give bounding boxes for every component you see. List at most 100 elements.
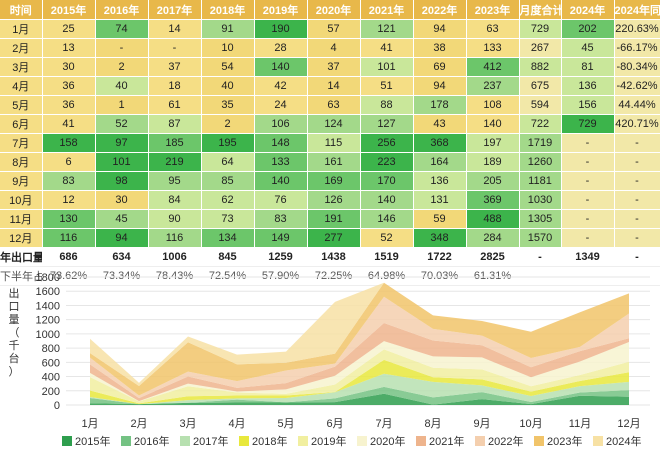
table-cell: - <box>519 247 562 267</box>
table-cell: 76 <box>254 190 308 210</box>
x-tick-label: 5月 <box>277 418 294 430</box>
column-header: 2024年同比 <box>614 0 660 20</box>
table-cell: 51 <box>360 76 414 96</box>
row-label: 7月 <box>0 133 43 153</box>
y-tick-label: 600 <box>42 357 60 369</box>
table-cell: 90 <box>148 209 202 229</box>
area-series <box>90 359 629 405</box>
table-cell: 2 <box>201 114 255 134</box>
x-tick-label: 10月 <box>519 418 542 430</box>
table-cell: 52 <box>360 228 414 248</box>
y-axis-label: 出口量（千台） <box>9 286 20 378</box>
x-tick-label: 1月 <box>81 418 98 430</box>
table-cell: -66.17% <box>614 38 660 58</box>
table-row: 2月 13- -10 28 4 41 38 133 267 45 -66.17% <box>0 38 660 58</box>
x-tick-label: 3月 <box>179 418 196 430</box>
legend-label: 2016年 <box>134 434 169 448</box>
legend-label: 2017年 <box>193 434 228 448</box>
table-cell: 14 <box>148 19 202 39</box>
x-tick-label: 7月 <box>375 418 392 430</box>
x-axis-ticks: 1月 2月 3月 4月 5月 6月 7月 8月 9月 10月 11月 12月 <box>81 418 640 430</box>
column-header: 时间 <box>0 0 43 20</box>
table-cell: - <box>614 152 660 172</box>
export-data-table: 时间 2015年 2016年 2017年 2018年 2019年 2020年 2021年 202… <box>0 0 660 286</box>
table-cell: 256 <box>360 133 414 153</box>
table-cell: 101 <box>360 57 414 77</box>
total-row: 年出口量 686 634 1006 845 1259 1438 1519 1722 2825-13… <box>0 247 660 267</box>
table-cell: 72.54% <box>201 266 255 286</box>
table-cell: 30 <box>42 57 96 77</box>
column-header: 2015年 <box>42 0 96 20</box>
table-cell: 140 <box>254 57 308 77</box>
table-cell: 73.62% <box>42 266 96 286</box>
table-row: 12月 116 94 116 134 149 277 52 348 284 1570- - <box>0 228 660 248</box>
table-cell: - <box>614 209 660 229</box>
table-cell: 140 <box>254 171 308 191</box>
table-row: 4月 36 40 18 40 42 14 51 94 237 675 136 -42.62% <box>0 76 660 96</box>
table-row: 3月 30 2 37 54 140 37 101 69 412 882 81 -80.34% <box>0 57 660 77</box>
table-row: 7月 158 97 185 195 148 115 256 368 197 1719- - <box>0 133 660 153</box>
area-series <box>90 393 629 405</box>
y-label-char: 千 <box>9 339 20 352</box>
y-tick-label: 400 <box>42 372 60 384</box>
y-label-char: 量 <box>9 313 20 326</box>
y-tick-label: 1800 <box>36 272 60 284</box>
table-cell: 78.43% <box>148 266 202 286</box>
table-cell: 83 <box>42 171 96 191</box>
table-cell: 594 <box>519 95 562 115</box>
table-cell: 40 <box>201 76 255 96</box>
table-row: 9月 83 98 95 85 140 169 170 136 205 1181- - <box>0 171 660 191</box>
table-cell: - <box>614 171 660 191</box>
table-cell: 722 <box>519 114 562 134</box>
legend-swatch <box>239 436 249 446</box>
row-label: 1月 <box>0 19 43 39</box>
table-cell: 133 <box>466 38 520 58</box>
table-cell: - <box>614 228 660 248</box>
table-cell: 45 <box>95 209 149 229</box>
table-cell: 267 <box>519 38 562 58</box>
table-cell: 61.31% <box>466 266 520 286</box>
column-header: 月度合计 <box>519 0 562 20</box>
y-tick-label: 1200 <box>36 315 60 327</box>
column-header: 2024年 <box>561 0 615 20</box>
table-cell: 14 <box>307 76 361 96</box>
table-cell: 219 <box>148 152 202 172</box>
table-cell: 64.98% <box>360 266 414 286</box>
table-row: 10月 12 30 84 62 76 126 140 131 369 1030- - <box>0 190 660 210</box>
area-series <box>90 282 629 387</box>
table-cell: 116 <box>148 228 202 248</box>
table-cell: 115 <box>307 133 361 153</box>
table-cell: 64 <box>201 152 255 172</box>
table-cell: 2825 <box>466 247 520 267</box>
table-cell: 35 <box>201 95 255 115</box>
table-cell: 420.71% <box>614 114 660 134</box>
table-cell: 84 <box>148 190 202 210</box>
table-cell: - <box>561 133 615 153</box>
table-cell: 169 <box>307 171 361 191</box>
x-tick-label: 9月 <box>473 418 490 430</box>
table-cell: 686 <box>42 247 96 267</box>
table-cell: 1519 <box>360 247 414 267</box>
area-series <box>90 373 629 405</box>
legend-label: 2022年 <box>488 434 523 448</box>
table-cell: 69 <box>413 57 467 77</box>
y-tick-label: 200 <box>42 386 60 398</box>
table-cell: 73.34% <box>95 266 149 286</box>
table-cell: - <box>561 152 615 172</box>
table-cell: 87 <box>148 114 202 134</box>
legend-swatch <box>357 436 367 446</box>
table-cell: 1260 <box>519 152 562 172</box>
table-row: 5月 36 1 61 35 24 63 88 178 108 594 156 44.44% <box>0 95 660 115</box>
row-label: 3月 <box>0 57 43 77</box>
table-cell: 121 <box>360 19 414 39</box>
table-cell: 1259 <box>254 247 308 267</box>
table-cell: 2 <box>95 57 149 77</box>
table-cell: 43 <box>413 114 467 134</box>
column-header: 2018年 <box>201 0 255 20</box>
table-cell: 369 <box>466 190 520 210</box>
table-cell: - <box>561 209 615 229</box>
table-cell: 63 <box>307 95 361 115</box>
table-cell: 59 <box>413 209 467 229</box>
table-cell: 1719 <box>519 133 562 153</box>
area-series <box>90 282 629 396</box>
